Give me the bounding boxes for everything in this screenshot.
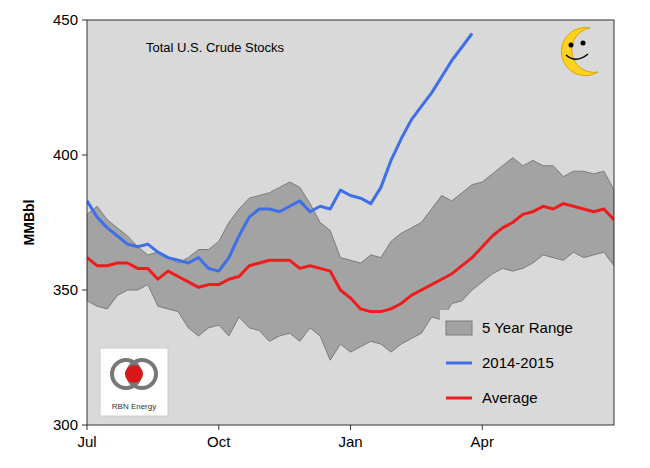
y-tick-label: 450 xyxy=(53,11,78,28)
logo: RBN Energy xyxy=(100,348,168,416)
x-tick xyxy=(87,425,88,430)
moon-eye xyxy=(581,41,586,46)
moon-smile xyxy=(566,54,588,59)
legend-swatch xyxy=(446,362,472,365)
legend-label: 5 Year Range xyxy=(482,319,573,336)
legend-swatch xyxy=(446,321,472,335)
y-tick xyxy=(82,20,87,21)
line-series xyxy=(87,204,614,312)
x-tick-label: Jul xyxy=(77,433,96,450)
y-tick xyxy=(82,155,87,156)
y-tick-label: 400 xyxy=(53,146,78,163)
chart: 300 350 400 450 Jul Oct Jan Apr MMBbl Total U.S. … xyxy=(0,0,650,468)
y-tick xyxy=(82,425,87,426)
logo-box xyxy=(100,348,168,416)
plot-frame xyxy=(87,20,614,425)
line-series xyxy=(87,34,472,272)
moon-eye xyxy=(569,43,574,48)
plot-background xyxy=(87,20,614,425)
chart-title: Total U.S. Crude Stocks xyxy=(146,40,284,55)
x-tick xyxy=(218,425,219,430)
legend-label: Average xyxy=(482,389,538,406)
y-axis-title: MMBbl xyxy=(21,200,37,246)
y-tick xyxy=(82,290,87,291)
range-band xyxy=(87,158,614,361)
y-tick-label: 300 xyxy=(53,416,78,433)
legend-box xyxy=(440,310,608,416)
legend-swatch xyxy=(446,397,472,400)
x-tick xyxy=(350,425,351,430)
moon-icon xyxy=(561,28,598,76)
x-tick-label: Oct xyxy=(207,433,231,450)
y-tick-label: 350 xyxy=(53,281,78,298)
legend: 5 Year Range 2014-2015 Average xyxy=(440,310,608,416)
x-tick-label: Jan xyxy=(338,433,362,450)
moon-shape xyxy=(561,28,598,76)
logo-text: RBN Energy xyxy=(112,402,156,411)
legend-label: 2014-2015 xyxy=(482,354,554,371)
logo-ball xyxy=(125,365,143,383)
x-tick xyxy=(482,425,483,430)
x-tick-label: Apr xyxy=(471,433,494,450)
